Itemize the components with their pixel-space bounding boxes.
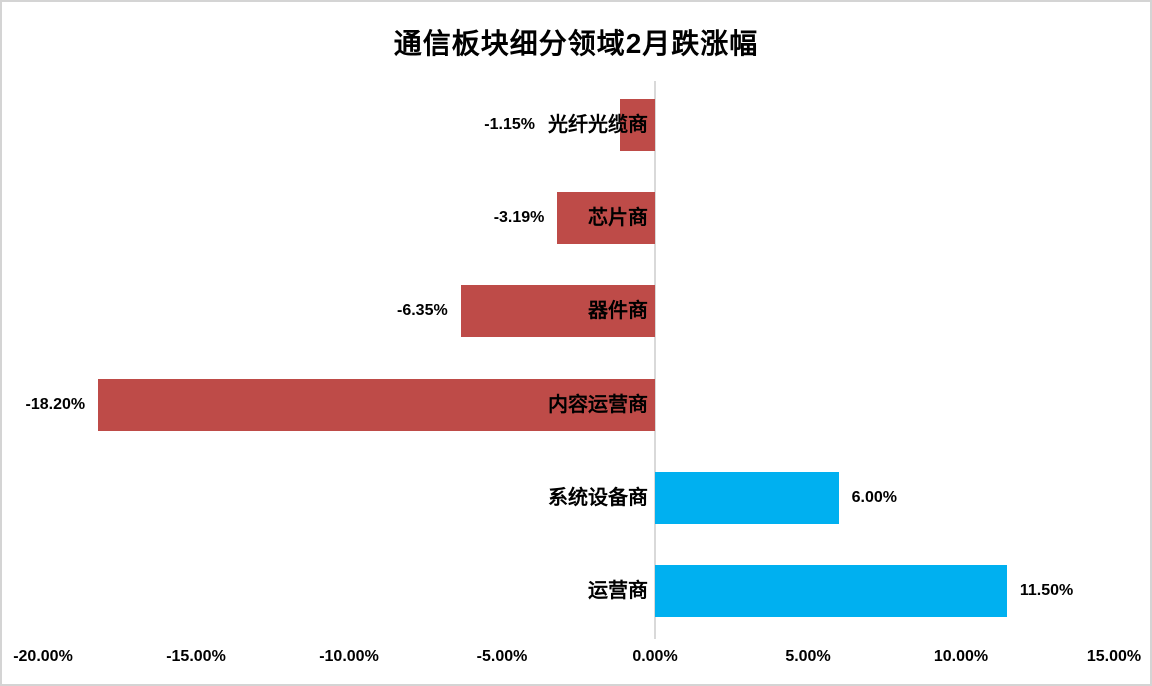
value-label: -6.35% [397,302,448,319]
x-tick-label: 5.00% [785,648,831,665]
category-label: 运营商 [588,580,648,602]
x-tick-label: -15.00% [166,648,226,665]
bar-2 [557,192,656,244]
bar-6 [655,565,1007,617]
value-label: 11.50% [1019,582,1074,599]
bar-3 [460,285,655,337]
x-tick-label: -10.00% [319,648,379,665]
x-tick-label: -5.00% [476,648,528,665]
category-label: 器件商 [588,300,648,322]
category-label: 芯片商 [588,207,648,229]
value-label: -3.19% [493,209,545,226]
category-label: 内容运营商 [548,394,648,416]
x-tick-label: 10.00% [933,648,989,665]
category-label: 系统设备商 [548,487,648,509]
bar-4 [98,379,656,431]
category-label: 光纤光缆商 [548,114,648,136]
zero-axis-line [654,81,656,639]
x-tick-label: 15.00% [1086,648,1142,665]
value-label: -18.20% [25,396,86,413]
chart-title: 通信板块细分领域2月跌涨幅 [393,28,759,59]
x-tick-label: 0.00% [632,648,678,665]
bar-5 [655,472,839,524]
x-tick-label: -20.00% [13,648,73,665]
x-axis: -20.00% -15.00% -10.00% -5.00% 0.00% 5.00% 10.… [2,642,1150,682]
bar-1 [619,99,655,151]
plot-area: 光纤光缆商 -1.15% 芯片商 -3.19% 器件商 -6.35% 内容运营商 -18.20… [2,2,1150,642]
value-label: 6.00% [851,489,897,506]
value-label: -1.15% [484,116,535,133]
